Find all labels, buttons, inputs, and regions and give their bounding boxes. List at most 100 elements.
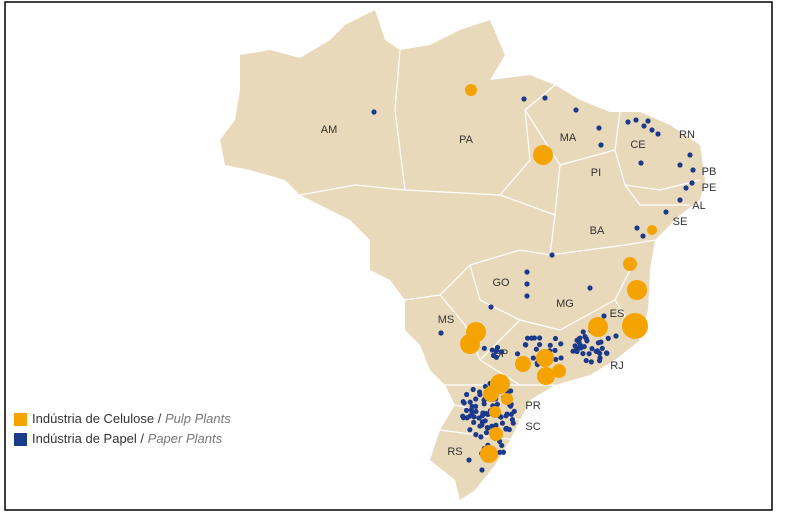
paper-plant [503, 426, 509, 432]
legend-swatch [14, 413, 27, 426]
paper-plant [638, 160, 644, 166]
paper-plant [537, 335, 543, 341]
region-label: PB [702, 166, 717, 178]
paper-plant [613, 333, 619, 339]
region-label: SE [673, 216, 688, 228]
paper-plant [601, 313, 607, 319]
paper-plant [504, 411, 510, 417]
region-label: RN [679, 129, 695, 141]
paper-plant [493, 422, 499, 428]
paper-plant [549, 252, 555, 258]
pulp-plant [647, 225, 657, 235]
paper-plant [468, 407, 474, 413]
region-label: GO [492, 277, 510, 289]
paper-plant [508, 388, 514, 394]
paper-plant [683, 185, 689, 191]
paper-plant [663, 209, 669, 215]
pulp-plant [515, 356, 531, 372]
paper-plant [574, 346, 580, 352]
pulp-plant [627, 280, 647, 300]
paper-plant [530, 355, 536, 361]
paper-plant [641, 123, 647, 129]
pulp-plant [489, 427, 503, 441]
region-label: PA [459, 134, 474, 146]
region-label: MS [438, 314, 455, 326]
paper-plant [483, 430, 490, 436]
region-label: PR [525, 400, 540, 412]
paper-plant [677, 162, 683, 168]
paper-plant [484, 424, 490, 431]
pulp-plant [489, 406, 501, 418]
region-label: RJ [610, 360, 623, 372]
paper-plant [478, 434, 484, 440]
paper-plant [508, 411, 514, 417]
paper-plant [640, 233, 646, 239]
paper-plant [500, 449, 507, 455]
paper-plant [499, 442, 505, 449]
region-label: CE [630, 139, 645, 151]
paper-plant [689, 180, 695, 186]
paper-plant [481, 401, 487, 407]
pulp-plant [480, 445, 498, 463]
pulp-plant [537, 367, 555, 385]
paper-plant [589, 346, 595, 352]
paper-plant [467, 427, 473, 433]
paper-plant [473, 408, 479, 415]
paper-plant [558, 341, 564, 347]
paper-plant [470, 386, 476, 393]
paper-plant [460, 399, 466, 405]
paper-plant [598, 339, 604, 345]
paper-plant [583, 357, 589, 364]
region-label: PE [702, 182, 717, 194]
paper-plant [625, 119, 631, 125]
pulp-plant [588, 317, 608, 337]
paper-plant [531, 335, 538, 341]
paper-plant [687, 152, 693, 158]
legend-label: Indústria de Celulose / Pulp Plants [32, 411, 231, 426]
paper-plant [533, 346, 539, 352]
paper-plant [524, 281, 530, 287]
paper-plant [477, 392, 483, 398]
paper-plant [522, 342, 528, 348]
pulp-plant [623, 257, 637, 271]
paper-plant [483, 410, 489, 417]
legend-text: Indústria de Celulose / [32, 411, 162, 426]
paper-plant [570, 348, 576, 354]
paper-plant [580, 329, 586, 335]
paper-plant [471, 419, 477, 425]
paper-plant [466, 457, 472, 463]
paper-plant [552, 335, 559, 342]
paper-plant [588, 359, 594, 365]
paper-plant [467, 413, 473, 419]
paper-plant [577, 335, 583, 341]
paper-plant [524, 335, 531, 341]
paper-plant [605, 335, 611, 341]
region-label: PI [591, 167, 601, 179]
region-label: SC [525, 421, 540, 433]
paper-plant [677, 197, 683, 203]
legend-text: Paper Plants [148, 431, 223, 446]
paper-plant [547, 342, 553, 348]
paper-plant [438, 330, 444, 336]
paper-plant [599, 345, 605, 352]
paper-plant [463, 407, 470, 413]
paper-plant [498, 349, 505, 355]
paper-plant [489, 347, 495, 353]
pulp-plant [622, 313, 648, 339]
paper-plant [581, 344, 587, 350]
pulp-plant [536, 349, 554, 367]
paper-plant [593, 348, 599, 355]
paper-plant [514, 351, 521, 357]
legend-text: Indústria de Papel / [32, 431, 144, 446]
region-label: MA [560, 132, 577, 144]
paper-plant [573, 107, 579, 113]
pulp-plant [460, 334, 480, 354]
paper-plant [634, 225, 640, 231]
paper-plant [604, 350, 610, 356]
paper-plant [481, 345, 487, 351]
region-label: AL [692, 200, 705, 212]
region-label: AM [321, 124, 338, 136]
legend: Indústria de Celulose / Pulp Plants Indú… [14, 411, 231, 446]
state-borders [299, 49, 701, 441]
